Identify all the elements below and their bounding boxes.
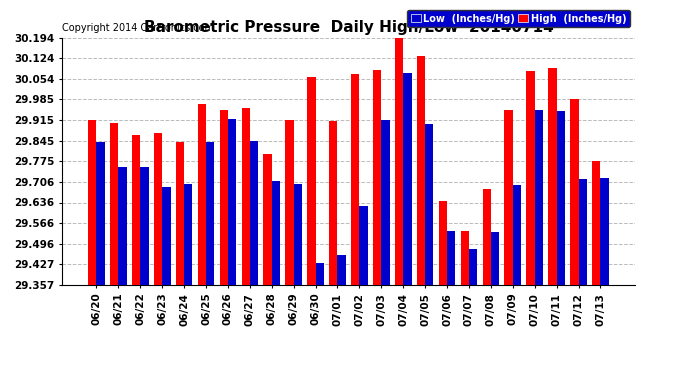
Bar [228,118,236,285]
Bar [140,167,148,285]
Bar [482,189,491,285]
Bar [154,133,162,285]
Bar [535,110,543,285]
Bar [294,184,302,285]
Bar [417,56,425,285]
Bar [491,232,499,285]
Bar [219,110,228,285]
Bar [337,255,346,285]
Bar [272,181,280,285]
Bar [526,71,535,285]
Bar [88,120,97,285]
Bar [176,142,184,285]
Title: Barometric Pressure  Daily High/Low  20140714: Barometric Pressure Daily High/Low 20140… [144,20,553,35]
Bar [557,111,565,285]
Bar [439,201,447,285]
Bar [447,231,455,285]
Bar [264,154,272,285]
Bar [241,108,250,285]
Bar [286,120,294,285]
Bar [570,99,578,285]
Bar [119,167,127,285]
Bar [469,249,477,285]
Bar [198,104,206,285]
Bar [504,110,513,285]
Bar [351,74,359,285]
Bar [373,70,382,285]
Bar [97,142,105,285]
Bar [110,123,119,285]
Legend: Low  (Inches/Hg), High  (Inches/Hg): Low (Inches/Hg), High (Inches/Hg) [407,10,630,27]
Bar [592,161,600,285]
Text: Copyright 2014 Cartronics.com: Copyright 2014 Cartronics.com [62,22,214,33]
Bar [307,77,315,285]
Bar [461,231,469,285]
Bar [549,68,557,285]
Bar [132,135,140,285]
Bar [425,124,433,285]
Bar [315,263,324,285]
Bar [513,185,521,285]
Bar [395,37,403,285]
Bar [578,179,587,285]
Bar [359,206,368,285]
Bar [250,141,258,285]
Bar [329,122,337,285]
Bar [600,178,609,285]
Bar [206,142,215,285]
Bar [162,186,170,285]
Bar [184,184,193,285]
Bar [403,73,411,285]
Bar [382,120,390,285]
